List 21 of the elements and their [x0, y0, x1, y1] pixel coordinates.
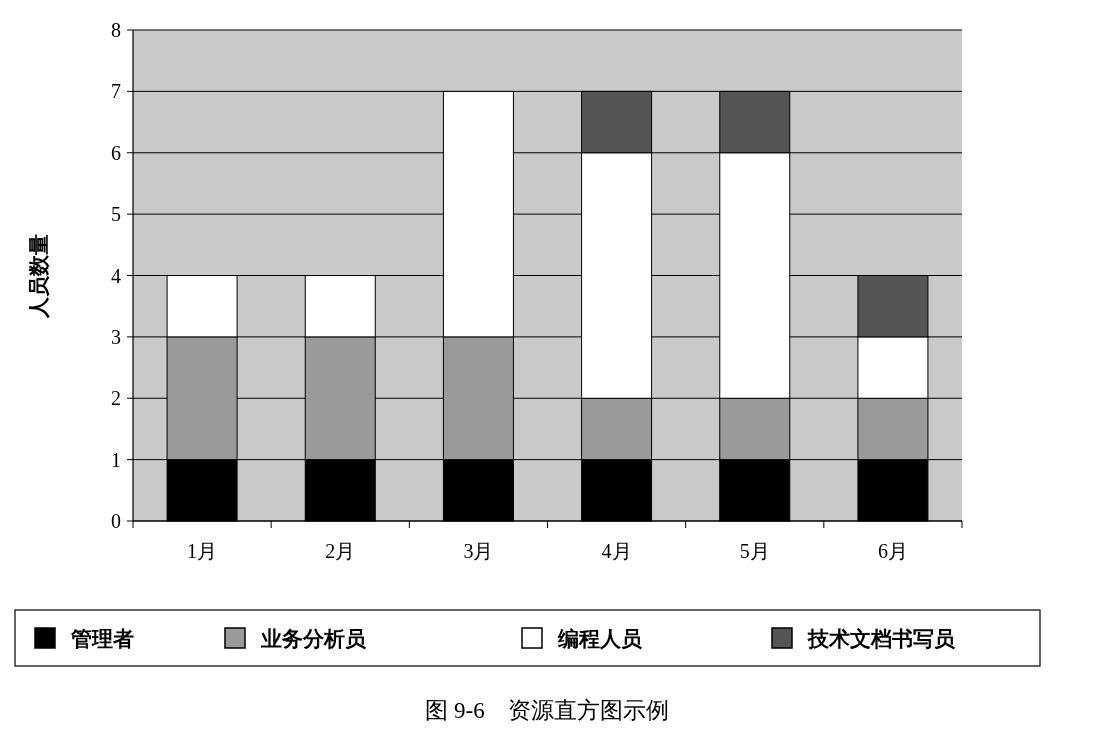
- legend-label: 编程人员: [557, 627, 643, 651]
- x-tick-label: 2月: [325, 540, 356, 562]
- y-tick-label: 4: [111, 264, 121, 287]
- y-tick-label: 7: [111, 80, 121, 103]
- x-tick-label: 1月: [187, 540, 218, 562]
- y-tick-label: 0: [111, 510, 121, 532]
- x-tick-label: 5月: [739, 540, 770, 562]
- y-tick-label: 3: [111, 325, 121, 348]
- legend-label: 业务分析员: [260, 627, 367, 651]
- x-tick-label: 3月: [463, 540, 494, 562]
- y-tick-label: 6: [111, 141, 121, 164]
- legend-label: 管理者: [70, 627, 134, 651]
- legend-label: 技术文档书写员: [807, 627, 956, 651]
- y-axis-title: 人员数量: [27, 233, 51, 319]
- y-tick-label: 1: [111, 448, 121, 471]
- x-tick-label: 4月: [601, 540, 632, 562]
- y-tick-label: 5: [111, 203, 121, 226]
- x-tick-label: 6月: [877, 540, 908, 562]
- text: 图 9-6 资源直方图示例: [425, 698, 669, 723]
- y-tick-label: 8: [111, 19, 121, 41]
- y-tick-label: 2: [111, 387, 121, 410]
